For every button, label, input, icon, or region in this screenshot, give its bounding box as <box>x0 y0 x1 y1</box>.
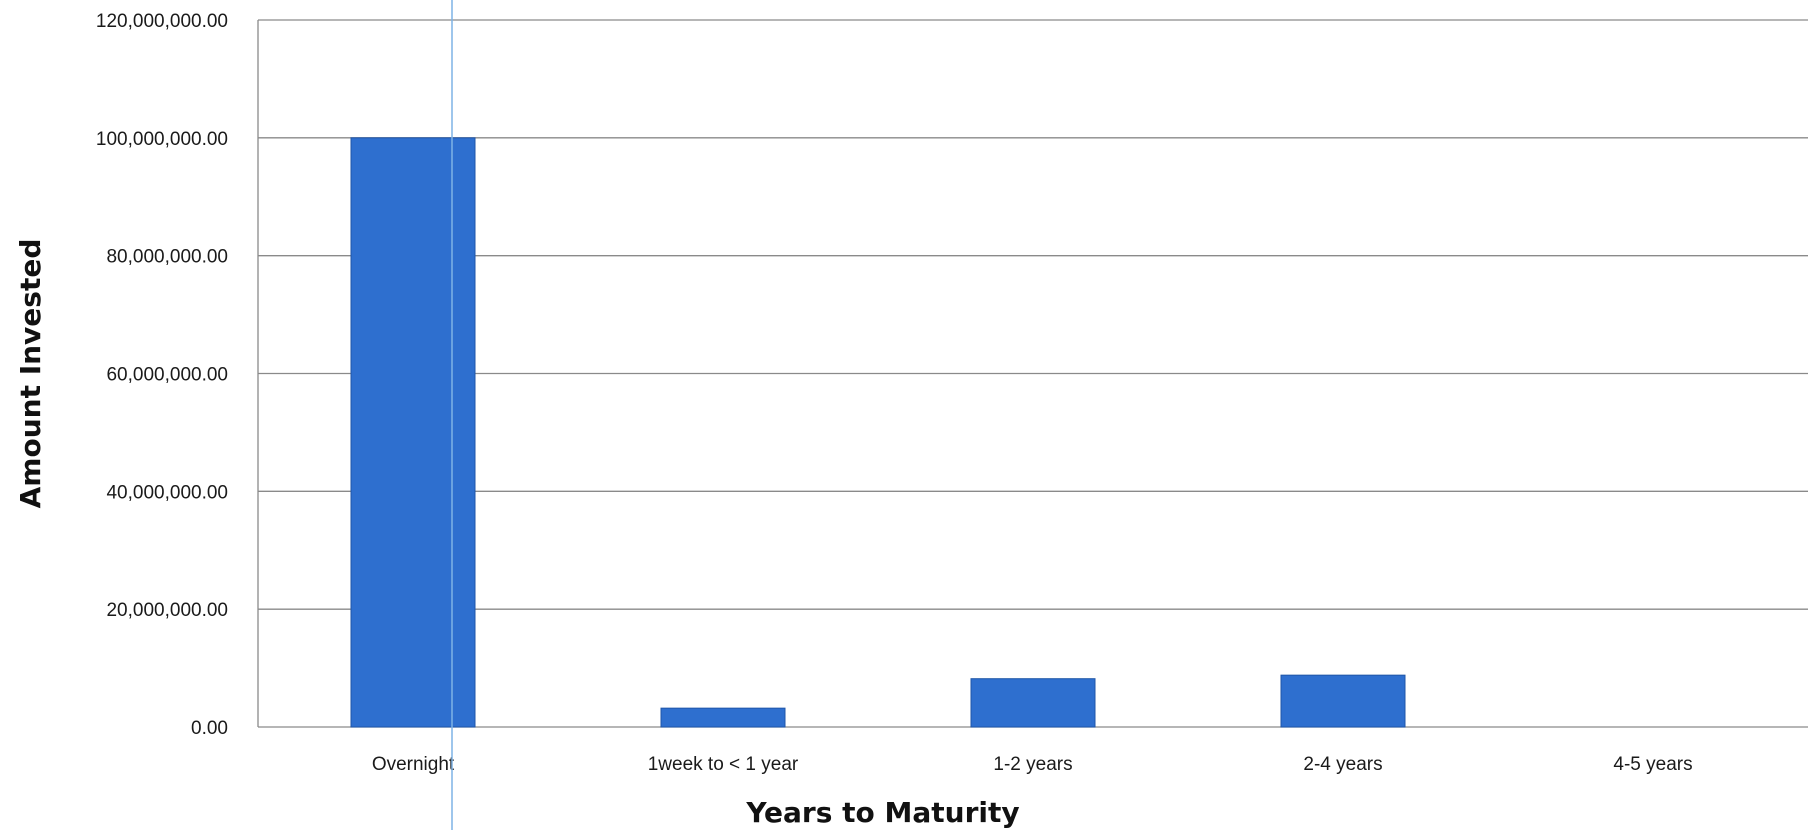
x-tick-labels: Overnight 1week to < 1 year 1-2 years 2-4 y… <box>372 754 1693 775</box>
y-tick-labels: 0.00 20,000,000.00 40,000,000.00 60,000,000… <box>96 11 228 739</box>
y-axis-title: Amount Invested <box>14 239 47 509</box>
x-tick-label: 1-2 years <box>993 754 1072 775</box>
y-tick-label: 100,000,000.00 <box>96 129 228 150</box>
gridlines <box>257 19 1808 728</box>
x-tick-label: 1week to < 1 year <box>648 754 799 775</box>
bar <box>970 678 1096 728</box>
y-tick-label: 120,000,000.00 <box>96 11 228 32</box>
x-tick-label: Overnight <box>372 754 455 775</box>
bars <box>350 137 1406 728</box>
y-tick-label: 40,000,000.00 <box>106 482 228 503</box>
bar <box>350 137 476 728</box>
x-tick-label: 2-4 years <box>1303 754 1382 775</box>
y-tick-label: 20,000,000.00 <box>106 600 228 621</box>
y-tick-label: 0.00 <box>191 718 228 739</box>
x-tick-label: 4-5 years <box>1613 754 1692 775</box>
bar <box>1280 674 1406 728</box>
x-axis-title: Years to Maturity <box>745 796 1019 829</box>
y-tick-label: 80,000,000.00 <box>106 247 228 268</box>
bar <box>660 707 786 728</box>
y-tick-label: 60,000,000.00 <box>106 365 228 386</box>
